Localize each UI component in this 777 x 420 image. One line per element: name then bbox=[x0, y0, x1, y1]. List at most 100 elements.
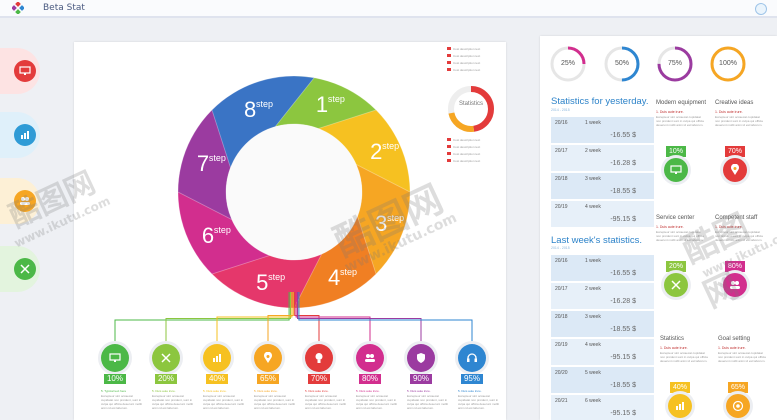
wheel-step-number-1: 1 bbox=[316, 92, 328, 117]
bulb-icon[interactable] bbox=[305, 344, 333, 372]
wheel-step-number-7: 7 bbox=[197, 151, 209, 176]
legend-swatch bbox=[447, 138, 451, 141]
row-date: 20/18 bbox=[555, 176, 568, 182]
monitor-icon bbox=[14, 60, 36, 82]
monitor-icon[interactable] bbox=[101, 344, 129, 372]
statistics-donut bbox=[448, 86, 494, 132]
row-week: 6 week bbox=[585, 398, 601, 404]
app-title: Beta Stat bbox=[43, 3, 85, 13]
side-card-text: Excepteur sint occaecat cupidatat non pr… bbox=[656, 230, 704, 242]
wheel-step-number-4: 4 bbox=[328, 265, 340, 290]
side-card-caption: 1. Duis aute irure. bbox=[656, 110, 684, 114]
bar-chart-icon[interactable] bbox=[203, 344, 231, 372]
row-value: -95.15 $ bbox=[610, 216, 636, 223]
wheel-step-word-4: step bbox=[340, 267, 357, 277]
table-row: 20/20 5 week -18.55 $ bbox=[551, 367, 654, 393]
headset-icon[interactable] bbox=[458, 344, 486, 372]
table-row: 20/17 2 week -16.28 $ bbox=[551, 145, 654, 171]
location-icon[interactable] bbox=[723, 158, 747, 182]
side-card-caption: 1. Duis aute irure. bbox=[660, 346, 688, 350]
icon-caption: 5. Duis aute irure. bbox=[458, 389, 482, 393]
shield-icon[interactable] bbox=[407, 344, 435, 372]
connector-line bbox=[294, 292, 320, 344]
legend-text: Cost description text bbox=[453, 151, 481, 156]
legend-text: Cost description text bbox=[453, 46, 481, 51]
rail-item-people[interactable] bbox=[0, 178, 40, 224]
target-icon[interactable] bbox=[726, 394, 750, 418]
row-value: -16.28 $ bbox=[610, 298, 636, 305]
table-row: 20/16 1 week -16.55 $ bbox=[551, 255, 654, 281]
percent-badge: 20% bbox=[155, 374, 177, 384]
legend-text: Cost description text bbox=[453, 137, 481, 142]
progress-ring bbox=[604, 46, 640, 82]
yesterday-subtitle: 2014 - 2015 bbox=[551, 108, 570, 112]
side-card-caption: 1. Duis aute irure. bbox=[718, 346, 746, 350]
side-card-percent: 40% bbox=[670, 382, 690, 393]
legend-text: Cost description text bbox=[453, 67, 481, 72]
table-row: 20/18 3 week -18.55 $ bbox=[551, 173, 654, 199]
row-value: -16.28 $ bbox=[610, 160, 636, 167]
bar-chart-icon bbox=[14, 124, 36, 146]
legend-item: Cost description text bbox=[447, 53, 481, 58]
user-menu-button[interactable] bbox=[755, 3, 767, 15]
percent-badge: 70% bbox=[308, 374, 330, 384]
side-card-caption: 1. Duis aute irure. bbox=[715, 110, 743, 114]
connector-line bbox=[295, 292, 371, 344]
legend-swatch bbox=[447, 145, 451, 148]
row-week: 3 week bbox=[585, 176, 601, 182]
rail-item-tools[interactable] bbox=[0, 246, 40, 292]
legend-item: Cost description text bbox=[447, 158, 481, 163]
row-value: -16.55 $ bbox=[610, 270, 636, 277]
legend-text: Cost description text bbox=[453, 53, 481, 58]
lastweek-title: Last week's statistics. bbox=[551, 235, 643, 246]
icon-description: Excepteur sint occaecat cupidatat non pr… bbox=[305, 394, 346, 410]
wheel-step-number-3: 3 bbox=[375, 211, 387, 236]
location-icon[interactable] bbox=[254, 344, 282, 372]
legend-text: Cost description text bbox=[453, 60, 481, 65]
percent-badge: 90% bbox=[410, 374, 432, 384]
icon-description: Excepteur sint occaecat cupidatat non pr… bbox=[458, 394, 499, 410]
row-date: 20/21 bbox=[555, 398, 568, 404]
rail-item-monitor[interactable] bbox=[0, 48, 40, 94]
side-card-percent: 80% bbox=[725, 261, 745, 272]
percent-badge: 95% bbox=[461, 374, 483, 384]
wheel-step-word-7: step bbox=[209, 153, 226, 163]
row-date: 20/19 bbox=[555, 204, 568, 210]
legend-text: Cost description text bbox=[453, 158, 481, 163]
wheel-step-word-5: step bbox=[268, 272, 285, 282]
ring-percent: 50% bbox=[614, 60, 629, 67]
side-card-percent: 65% bbox=[728, 382, 748, 393]
legend-item: Cost description text bbox=[447, 46, 481, 51]
legend-swatch bbox=[447, 61, 451, 64]
row-date: 20/16 bbox=[555, 258, 568, 264]
row-value: -95.15 $ bbox=[610, 410, 636, 417]
row-date: 20/20 bbox=[555, 370, 568, 376]
wheel-step-word-6: step bbox=[214, 225, 231, 235]
wheel-step-number-5: 5 bbox=[256, 270, 268, 295]
wheel-step-word-2: step bbox=[382, 141, 399, 151]
row-week: 1 week bbox=[585, 258, 601, 264]
top-bar: Beta Stat bbox=[0, 0, 777, 18]
wheel-step-word-3: step bbox=[387, 213, 404, 223]
connector-line bbox=[216, 292, 293, 344]
table-row: 20/21 6 week -95.15 $ bbox=[551, 395, 654, 420]
row-value: -18.55 $ bbox=[610, 326, 636, 333]
connector-line bbox=[165, 292, 291, 344]
side-card-title: Creative ideas bbox=[715, 100, 754, 106]
rail-item-chart[interactable] bbox=[0, 112, 40, 158]
row-value: -18.55 $ bbox=[610, 188, 636, 195]
yesterday-title: Statistics for yesterday. bbox=[551, 96, 649, 107]
side-card-text: Excepteur sint occaecat cupidatat non pr… bbox=[718, 351, 766, 363]
bar-chart-icon[interactable] bbox=[668, 394, 692, 418]
side-card-percent: 20% bbox=[666, 261, 686, 272]
table-row: 20/19 4 week -95.15 $ bbox=[551, 201, 654, 227]
tools-icon[interactable] bbox=[664, 273, 688, 297]
monitor-icon[interactable] bbox=[664, 158, 688, 182]
people-icon[interactable] bbox=[356, 344, 384, 372]
people-icon[interactable] bbox=[723, 273, 747, 297]
icon-caption: 5. Duis aute irure. bbox=[203, 389, 227, 393]
legend-item: Cost description text bbox=[447, 151, 481, 156]
wheel-step-word-1: step bbox=[328, 94, 345, 104]
connector-line bbox=[298, 292, 473, 344]
tools-icon[interactable] bbox=[152, 344, 180, 372]
